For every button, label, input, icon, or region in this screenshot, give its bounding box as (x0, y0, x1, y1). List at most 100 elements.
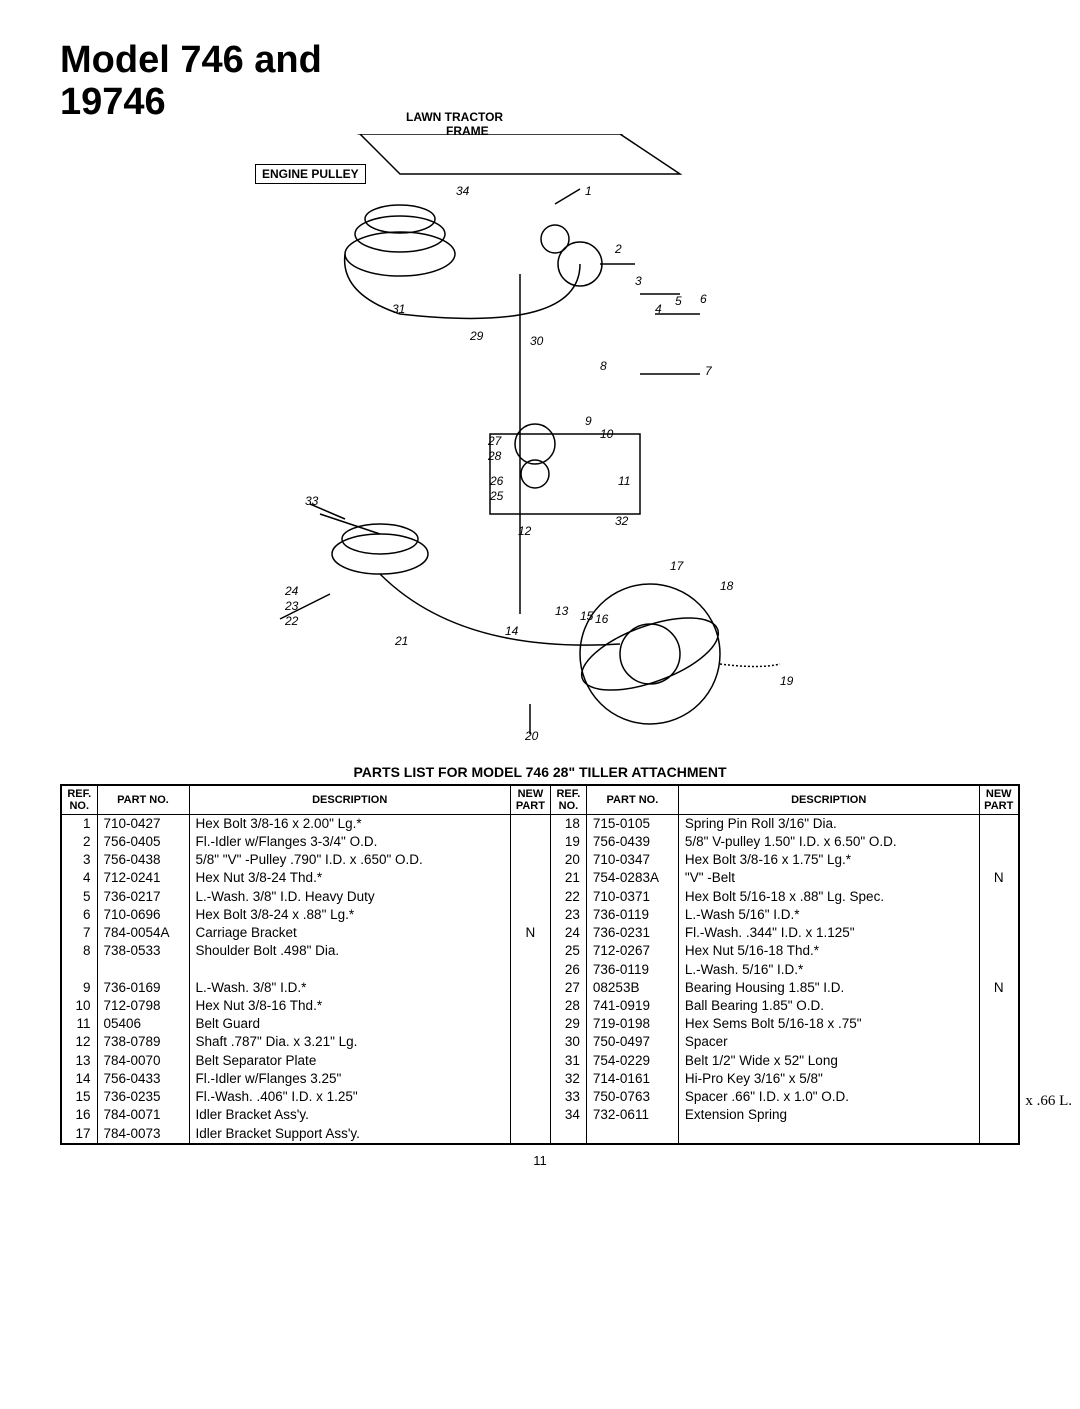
title-line2: 19746 (60, 81, 166, 123)
cell-partno: 710-0347 (586, 851, 678, 869)
cell-partno: 738-0533 (97, 942, 189, 960)
callout-29: 29 (470, 329, 483, 343)
cell-ref: 33 (550, 1088, 586, 1106)
cell-new (979, 851, 1019, 869)
cell-desc: Hex Bolt 3/8-16 x 2.00" Lg.* (189, 814, 510, 833)
cell-new: N (979, 979, 1019, 997)
cell-desc (189, 961, 510, 979)
th-desc: DESCRIPTION (189, 785, 510, 815)
cell-new (510, 814, 550, 833)
callout-8: 8 (600, 359, 607, 373)
cell-partno: 710-0427 (97, 814, 189, 833)
cell-partno: 784-0073 (97, 1125, 189, 1144)
cell-partno: 710-0371 (586, 888, 678, 906)
table-row: 1105406Belt Guard29719-0198Hex Sems Bolt… (61, 1015, 1019, 1033)
cell-desc: Fl.-Wash. .406" I.D. x 1.25" (189, 1088, 510, 1106)
cell-new (979, 1015, 1019, 1033)
callout-31: 31 (392, 302, 405, 316)
cell-ref: 21 (550, 869, 586, 887)
cell-partno: 738-0789 (97, 1033, 189, 1051)
cell-desc: Hex Sems Bolt 5/16-18 x .75" (678, 1015, 979, 1033)
cell-ref: 10 (61, 997, 97, 1015)
cell-ref: 2 (61, 833, 97, 851)
cell-partno: 754-0229 (586, 1052, 678, 1070)
cell-new (979, 961, 1019, 979)
cell-partno: 756-0439 (586, 833, 678, 851)
table-title: PARTS LIST FOR MODEL 746 28" TILLER ATTA… (60, 764, 1020, 780)
cell-desc: L.-Wash 5/16" I.D.* (678, 906, 979, 924)
cell-desc: Carriage Bracket (189, 924, 510, 942)
cell-new (510, 1052, 550, 1070)
cell-desc: Hex Nut 3/8-16 Thd.* (189, 997, 510, 1015)
table-row: 13784-0070Belt Separator Plate31754-0229… (61, 1052, 1019, 1070)
diagram-svg (60, 134, 1020, 754)
cell-partno: 754-0283A (586, 869, 678, 887)
callout-24: 24 (285, 584, 298, 598)
cell-partno: 712-0798 (97, 997, 189, 1015)
cell-partno: 736-0119 (586, 906, 678, 924)
cell-new (979, 1088, 1019, 1106)
cell-partno: 714-0161 (586, 1070, 678, 1088)
cell-desc: 5/8" "V" -Pulley .790" I.D. x .650" O.D. (189, 851, 510, 869)
cell-partno: 750-0763 (586, 1088, 678, 1106)
cell-desc: Spacer .66" I.D. x 1.0" O.D. (678, 1088, 979, 1106)
table-row: 1710-0427Hex Bolt 3/8-16 x 2.00" Lg.*187… (61, 814, 1019, 833)
cell-desc: Hex Bolt 3/8-16 x 1.75" Lg.* (678, 851, 979, 869)
callout-4: 4 (655, 302, 662, 316)
callout-22: 22 (285, 614, 298, 628)
table-row: 6710-0696Hex Bolt 3/8-24 x .88" Lg.*2373… (61, 906, 1019, 924)
cell-new (979, 924, 1019, 942)
cell-ref: 3 (61, 851, 97, 869)
cell-ref: 29 (550, 1015, 586, 1033)
page-number: 11 (60, 1153, 1020, 1168)
cell-new: N (510, 924, 550, 942)
cell-partno: 784-0054A (97, 924, 189, 942)
cell-partno: 05406 (97, 1015, 189, 1033)
table-row: 26736-0119L.-Wash. 5/16" I.D.* (61, 961, 1019, 979)
cell-desc: L.-Wash. 3/8" I.D.* (189, 979, 510, 997)
callout-14: 14 (505, 624, 518, 638)
cell-desc: Idler Bracket Ass'y. (189, 1106, 510, 1124)
table-row: 15736-0235Fl.-Wash. .406" I.D. x 1.25"33… (61, 1088, 1019, 1106)
cell-ref: 17 (61, 1125, 97, 1144)
cell-ref: 19 (550, 833, 586, 851)
cell-partno: 712-0241 (97, 869, 189, 887)
table-row: 3756-04385/8" "V" -Pulley .790" I.D. x .… (61, 851, 1019, 869)
cell-ref: 12 (61, 1033, 97, 1051)
callout-25: 25 (490, 489, 503, 503)
cell-ref: 4 (61, 869, 97, 887)
th-partno: PART NO. (97, 785, 189, 815)
cell-desc: 5/8" V-pulley 1.50" I.D. x 6.50" O.D. (678, 833, 979, 851)
callout-2: 2 (615, 242, 622, 256)
th-partno2: PART NO. (586, 785, 678, 815)
cell-desc: Ball Bearing 1.85" O.D. (678, 997, 979, 1015)
callout-15: 15 (580, 609, 593, 623)
callout-33: 33 (305, 494, 318, 508)
cell-ref: 16 (61, 1106, 97, 1124)
cell-new (510, 979, 550, 997)
cell-new (510, 906, 550, 924)
cell-desc (678, 1125, 979, 1144)
cell-ref: 13 (61, 1052, 97, 1070)
cell-new (979, 1125, 1019, 1144)
cell-desc: Extension Spring (678, 1106, 979, 1124)
callout-10: 10 (600, 427, 613, 441)
table-row: 7784-0054ACarriage BracketN24736-0231Fl.… (61, 924, 1019, 942)
callout-19: 19 (780, 674, 793, 688)
cell-ref: 22 (550, 888, 586, 906)
cell-ref (550, 1125, 586, 1144)
cell-ref: 32 (550, 1070, 586, 1088)
callout-28: 28 (488, 449, 501, 463)
cell-partno: 736-0169 (97, 979, 189, 997)
callout-3: 3 (635, 274, 642, 288)
table-row: 16784-0071Idler Bracket Ass'y.34732-0611… (61, 1106, 1019, 1124)
cell-desc: Fl.-Idler w/Flanges 3-3/4" O.D. (189, 833, 510, 851)
cell-desc: Spacer (678, 1033, 979, 1051)
cell-desc: Hex Nut 5/16-18 Thd.* (678, 942, 979, 960)
cell-desc: Fl.-Wash. .344" I.D. x 1.125" (678, 924, 979, 942)
exploded-diagram: LAWN TRACTOR FRAME ENGINE PULLEY (60, 134, 1020, 754)
cell-partno: 756-0405 (97, 833, 189, 851)
cell-partno: 732-0611 (586, 1106, 678, 1124)
table-row: 17784-0073Idler Bracket Support Ass'y. (61, 1125, 1019, 1144)
cell-ref: 7 (61, 924, 97, 942)
